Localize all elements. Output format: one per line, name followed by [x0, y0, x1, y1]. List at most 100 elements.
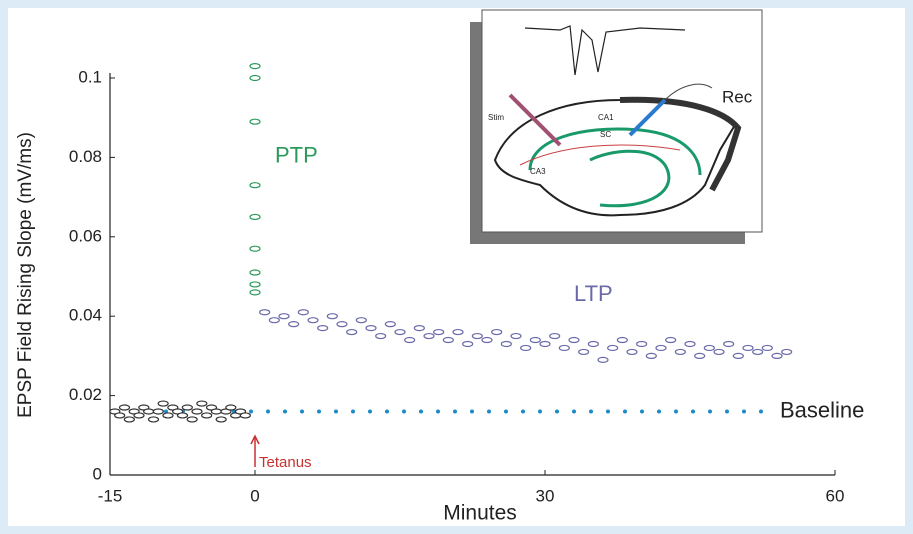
- y-axis-title: EPSP Field Rising Slope (mV/ms): [15, 132, 36, 418]
- hippocampus: [493, 98, 737, 217]
- data-point: [713, 348, 725, 356]
- data-point: [384, 321, 396, 328]
- data-point: [404, 336, 416, 344]
- data-point: [307, 317, 319, 324]
- y-tick-label: 0.06: [69, 226, 102, 245]
- data-point: [645, 352, 657, 359]
- data-point: [462, 340, 474, 348]
- dg-layer: [589, 149, 671, 208]
- data-point: [684, 340, 696, 348]
- inset-label: SC: [600, 130, 611, 139]
- data-point: [491, 328, 503, 336]
- data-point: [123, 416, 135, 423]
- data-point: [529, 336, 541, 344]
- data-point: [636, 340, 648, 348]
- data-point: [191, 408, 203, 415]
- data-point: [278, 313, 290, 320]
- data-point: [520, 344, 532, 352]
- data-point: [162, 412, 174, 419]
- data-point: [249, 269, 261, 276]
- data-point: [239, 412, 251, 419]
- data-point: [723, 340, 735, 348]
- cortex: [619, 96, 742, 192]
- data-point: [607, 344, 619, 352]
- stimulus-label: Tetanus: [259, 454, 312, 471]
- data-point: [674, 348, 686, 356]
- data-point: [249, 182, 261, 189]
- data-point: [196, 400, 208, 407]
- data-point: [375, 332, 387, 340]
- data-point: [568, 336, 580, 344]
- data-point: [471, 332, 483, 340]
- data-point: [732, 352, 744, 359]
- data-point: [703, 344, 715, 352]
- rec-electrode: [628, 98, 667, 137]
- data-point: [539, 340, 551, 348]
- data-point: [181, 404, 193, 411]
- rec-wire: [664, 83, 713, 101]
- data-point: [268, 317, 280, 324]
- data-point: [249, 74, 261, 82]
- data-point: [587, 340, 599, 348]
- data-point: [413, 325, 425, 332]
- y-tick-label: 0.1: [78, 67, 102, 86]
- data-point: [781, 348, 793, 356]
- data-point: [249, 118, 261, 125]
- data-point: [336, 321, 348, 328]
- data-point: [201, 412, 213, 419]
- inset-label: CA3: [530, 167, 546, 176]
- inset-label: CA1: [598, 113, 614, 122]
- data-point: [771, 352, 783, 359]
- ca-layer: [528, 127, 702, 176]
- data-point: [394, 328, 406, 336]
- data-point: [626, 348, 638, 356]
- data-point: [114, 412, 126, 419]
- data-point: [452, 328, 464, 336]
- trace: [524, 25, 686, 76]
- data-point: [157, 400, 169, 407]
- data-point: [365, 325, 377, 332]
- x-tick-label: 60: [826, 486, 845, 505]
- data-point: [481, 336, 493, 344]
- data-point: [186, 416, 198, 423]
- data-point: [597, 356, 609, 363]
- inset-box: [481, 9, 763, 233]
- data-point: [500, 340, 512, 348]
- data-point: [176, 412, 189, 419]
- data-point: [118, 404, 131, 411]
- data-point: [665, 336, 677, 344]
- series-label: LTP: [574, 281, 613, 306]
- data-point: [326, 313, 338, 320]
- data-point: [442, 336, 454, 344]
- data-point: [578, 348, 590, 356]
- data-point: [742, 344, 754, 352]
- data-point: [510, 332, 522, 340]
- data-point: [210, 408, 222, 415]
- panel: [8, 8, 905, 526]
- y-tick-label: 0.04: [69, 306, 102, 325]
- data-point: [655, 344, 667, 352]
- inset-label: Rec: [722, 87, 753, 106]
- data-point: [433, 328, 445, 336]
- x-axis-title: Minutes: [443, 502, 517, 525]
- data-point: [152, 408, 164, 415]
- data-point: [225, 404, 237, 411]
- data-point: [423, 332, 435, 340]
- x-tick-label: -15: [98, 486, 123, 505]
- data-point: [297, 309, 309, 316]
- data-point: [133, 412, 145, 419]
- data-point: [249, 281, 261, 288]
- data-point: [317, 325, 329, 332]
- y-tick-label: 0: [93, 464, 102, 483]
- data-point: [249, 62, 261, 70]
- data-point: [215, 416, 227, 423]
- data-point: [147, 416, 160, 423]
- data-point: [249, 289, 261, 296]
- data-point: [346, 328, 358, 336]
- data-point: [288, 321, 300, 328]
- data-point: [249, 245, 261, 252]
- data-point: [259, 309, 271, 316]
- data-point: [549, 332, 561, 340]
- x-tick-label: 0: [250, 486, 259, 505]
